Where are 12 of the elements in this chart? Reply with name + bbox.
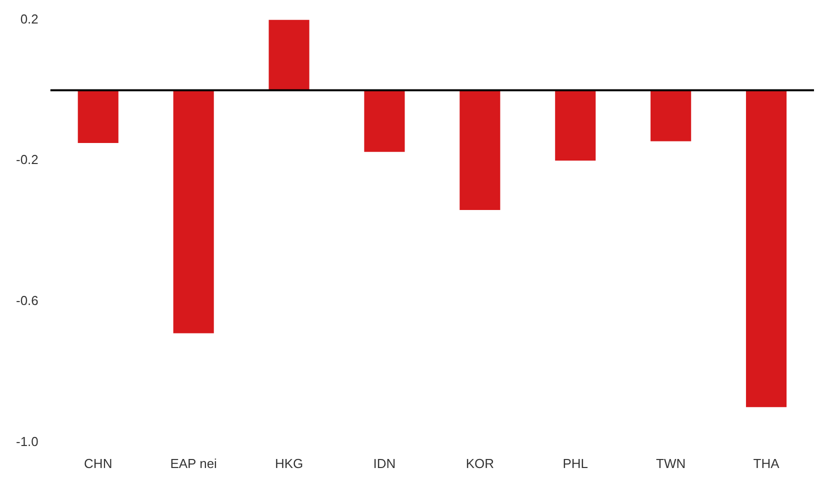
y-tick-label: -0.2 (16, 152, 38, 168)
x-tick-label: CHN (84, 456, 112, 471)
y-tick-label: 0.2 (20, 11, 38, 26)
x-tick-label: KOR (466, 456, 494, 471)
x-tick-label: IDN (373, 456, 396, 471)
x-tick-label: EAP nei (170, 456, 218, 471)
x-tick-label: HKG (274, 456, 304, 471)
y-tick-label: -1.0 (16, 434, 38, 449)
x-tick-label: PHL (562, 456, 588, 471)
x-tick-label: TWN (656, 456, 686, 471)
x-tick-label: THA (753, 456, 780, 471)
y-tick-label: -0.6 (16, 293, 38, 308)
